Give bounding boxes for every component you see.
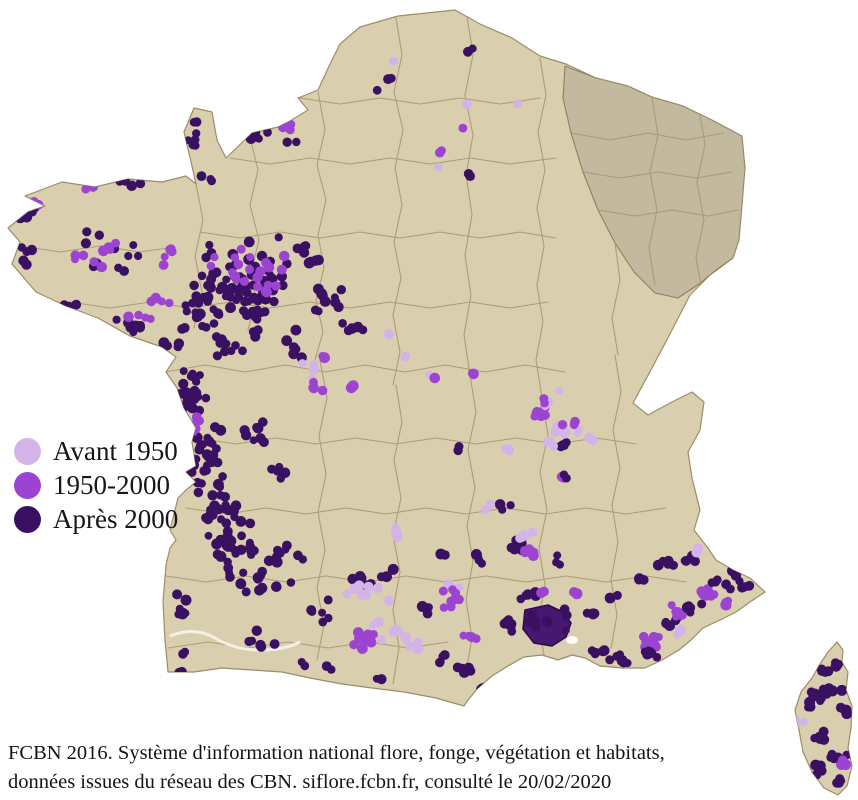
legend-swatch-avant-1950-icon: [14, 438, 41, 465]
legend-item-apres-2000: Après 2000: [14, 506, 178, 533]
caption-line-2: données issues du réseau des CBN. siflor…: [8, 771, 612, 794]
legend-swatch-1950-2000-icon: [14, 472, 41, 499]
france-mainland: [7, 9, 766, 707]
map-legend: Avant 1950 1950-2000 Après 2000: [14, 438, 178, 540]
legend-swatch-apres-2000-icon: [14, 506, 41, 533]
river-adour: [169, 630, 301, 652]
legend-item-1950-2000: 1950-2000: [14, 472, 178, 499]
legend-label: Après 2000: [53, 504, 179, 534]
source-caption: FCBN 2016. Système d'information nationa…: [8, 739, 848, 797]
legend-label: Avant 1950: [53, 436, 178, 466]
legend-item-avant-1950: Avant 1950: [14, 438, 178, 465]
caption-line-1: FCBN 2016. Système d'information nationa…: [8, 742, 665, 764]
legend-label: 1950-2000: [53, 470, 170, 500]
etang-lagoon: [566, 636, 578, 644]
